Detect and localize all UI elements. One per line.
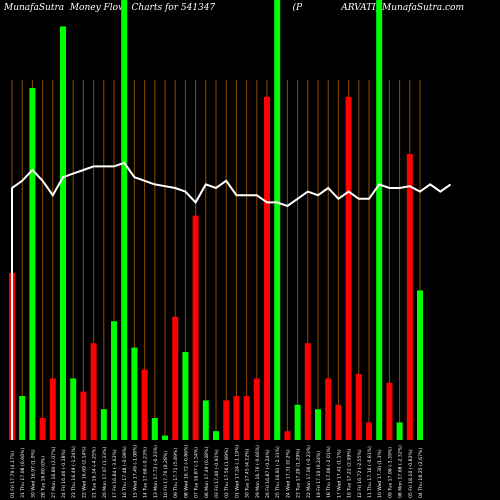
- x-tick-label: 17 Fri 16.84 (-3.63%): [112, 449, 118, 498]
- x-tick-label: 03 Fri 17.40 (-0.91%): [214, 449, 220, 498]
- money-flow-bar: [213, 431, 219, 440]
- money-flow-bar: [274, 0, 281, 440]
- money-flow-bar: [406, 154, 413, 440]
- money-flow-bar: [141, 369, 148, 440]
- x-tick-label: 31 Thu 17.08 (0.66%): [20, 448, 26, 498]
- x-tick-label: 16 Thu 17.48 (-0.09%): [122, 446, 128, 498]
- money-flow-bar: [315, 409, 321, 440]
- money-flow-bar: [151, 418, 158, 440]
- x-tick-label: 08 Mon 17.68 (-2.32%): [398, 445, 404, 498]
- x-tick-label: 14 Tue 17.68 (-0.23%): [143, 447, 149, 498]
- x-tick-label: 19 Fri 17.10 (0.24%): [316, 451, 322, 498]
- money-flow-bar: [90, 343, 97, 440]
- x-tick-label: 20 Mon 17.07 (1.33%): [102, 447, 108, 498]
- x-tick-label: 22 Wed 16.69 (2.14%): [81, 446, 87, 498]
- chart-title-middle: (P: [292, 3, 303, 13]
- money-flow-bar: [366, 422, 372, 440]
- money-flow-bar: [376, 0, 383, 440]
- x-tick-label: 25 Thu 16.91 (-2.31%): [275, 446, 281, 498]
- x-tick-label: 24 Fri 16.46 (-0.18%): [61, 449, 67, 498]
- money-flow-bar: [121, 0, 128, 440]
- money-flow-bar: [70, 378, 77, 440]
- chart-title-right: ARVATI) MunafaSutra.com: [341, 3, 464, 13]
- money-flow-bar: [29, 88, 36, 440]
- money-flow-bar: [325, 378, 332, 440]
- x-tick-label: 08 Wed 16.72 (-0.86%): [183, 445, 189, 498]
- money-flow-bar: [131, 347, 138, 440]
- x-tick-label: 05 Fri 18.10 (-0.82%): [408, 449, 414, 498]
- money-flow-bar: [223, 400, 230, 440]
- money-flow-bar: [335, 404, 342, 440]
- chart-title-left: MunafaSutra Money Flow Charts for 541347: [4, 3, 216, 13]
- money-flow-bar: [233, 396, 240, 440]
- x-tick-label: 12 Fri 16.72 (-2.55%): [357, 449, 363, 498]
- x-tick-label: 15 Wed 17.49 (-1.08%): [132, 445, 138, 498]
- money-flow-bar: [100, 409, 107, 440]
- money-flow-bar: [182, 352, 189, 440]
- money-flow-bar: [111, 321, 117, 440]
- money-flow-bar: [294, 404, 301, 440]
- x-tick-label: 26 Fri 16.87 (-0.24%): [265, 449, 271, 498]
- money-flow-bar: [202, 400, 209, 440]
- money-flow-bar: [172, 316, 179, 440]
- x-tick-label: 23 Thu 16.49 (-1.24%): [71, 446, 77, 498]
- x-tick-label: 01 Fri 17.79 (4.17%): [10, 451, 16, 498]
- money-flow-bar: [417, 290, 423, 440]
- x-tick-label: 10 Wed 17.30 (1.3%): [377, 449, 383, 498]
- x-tick-label: 22 Mon 17.06 (-0.23%): [306, 445, 312, 498]
- x-tick-label: 23 Tue 17.28 (1.29%): [296, 448, 302, 498]
- x-tick-label: 28 Tue 16.80 (0%): [41, 456, 47, 498]
- price-line: [11, 161, 452, 440]
- x-tick-label: 07 Tue 16.87 (-3.54%): [194, 447, 200, 498]
- x-tick-label: 09 Thu 17.71 (5.89%): [173, 448, 179, 498]
- x-tick-label: 10 Fri 17.76 (0.28%): [163, 451, 169, 498]
- x-tick-label: 09 Tue 17.08 (-3.39%): [387, 447, 393, 498]
- money-flow-bar: [396, 422, 403, 440]
- x-tick-label: 21 Tue 16.34 (-4.25%): [92, 447, 98, 498]
- money-flow-bar: [386, 382, 393, 440]
- chart-title: MunafaSutra Money Flow Charts for 541347…: [4, 3, 496, 17]
- x-tick-label: 29 Mon 16.76 (-0.66%): [255, 445, 261, 498]
- money-flow-bar: [19, 396, 26, 440]
- x-tick-label: 30 Tue 17.45 (4.12%): [245, 448, 251, 498]
- x-tick-label: 02 Thu 17.56 (1.89%): [224, 448, 230, 498]
- x-tick-label: 04 Thu 18.25 (2.67%): [418, 448, 424, 498]
- x-tick-label: 27 Mon 16.80 (2.07%): [51, 447, 57, 498]
- x-tick-label: 30 Wed 16.97 (1.0%): [30, 449, 36, 498]
- money-flow-bar: [243, 396, 250, 440]
- money-flow-bar: [304, 343, 311, 440]
- money-flow-bar: [264, 96, 270, 441]
- x-tick-label: 06 Mon 17.49 (0.48%): [204, 447, 210, 498]
- money-flow-bar: [253, 378, 260, 440]
- money-flow-bars: [9, 0, 423, 441]
- x-axis-labels: 01 Fri 17.79 (4.17%) 31 Thu 17.08 (0.66%)…: [10, 445, 424, 498]
- x-tick-label: 13 Mon 17.72 (-0.23%): [153, 445, 159, 498]
- x-tick-label: 24 Wed 17.31 (0.2%): [285, 449, 291, 498]
- x-tick-label: 16 Tue 17.22 (2.99%): [347, 448, 353, 498]
- money-flow-bar: [162, 435, 168, 440]
- money-flow-bar: [355, 374, 362, 440]
- money-flow-bar: [80, 391, 87, 440]
- x-tick-label: 18 Thu 17.06 (-2.01%): [326, 446, 332, 498]
- x-tick-label: 11 Thu 17.16 (-0.81%): [367, 446, 373, 498]
- money-flow-bar: [284, 431, 291, 440]
- x-tick-label: 01 Wed 17.24 (-1.19%): [234, 445, 240, 498]
- money-flow-bar: [345, 96, 352, 441]
- money-flow-bar: [39, 418, 46, 440]
- money-flow-bar: [49, 378, 56, 440]
- money-flow-bar: [60, 26, 66, 441]
- x-tick-label: 17 Wed 17.41 (1.1%): [336, 449, 342, 498]
- money-flow-bar: [192, 215, 199, 440]
